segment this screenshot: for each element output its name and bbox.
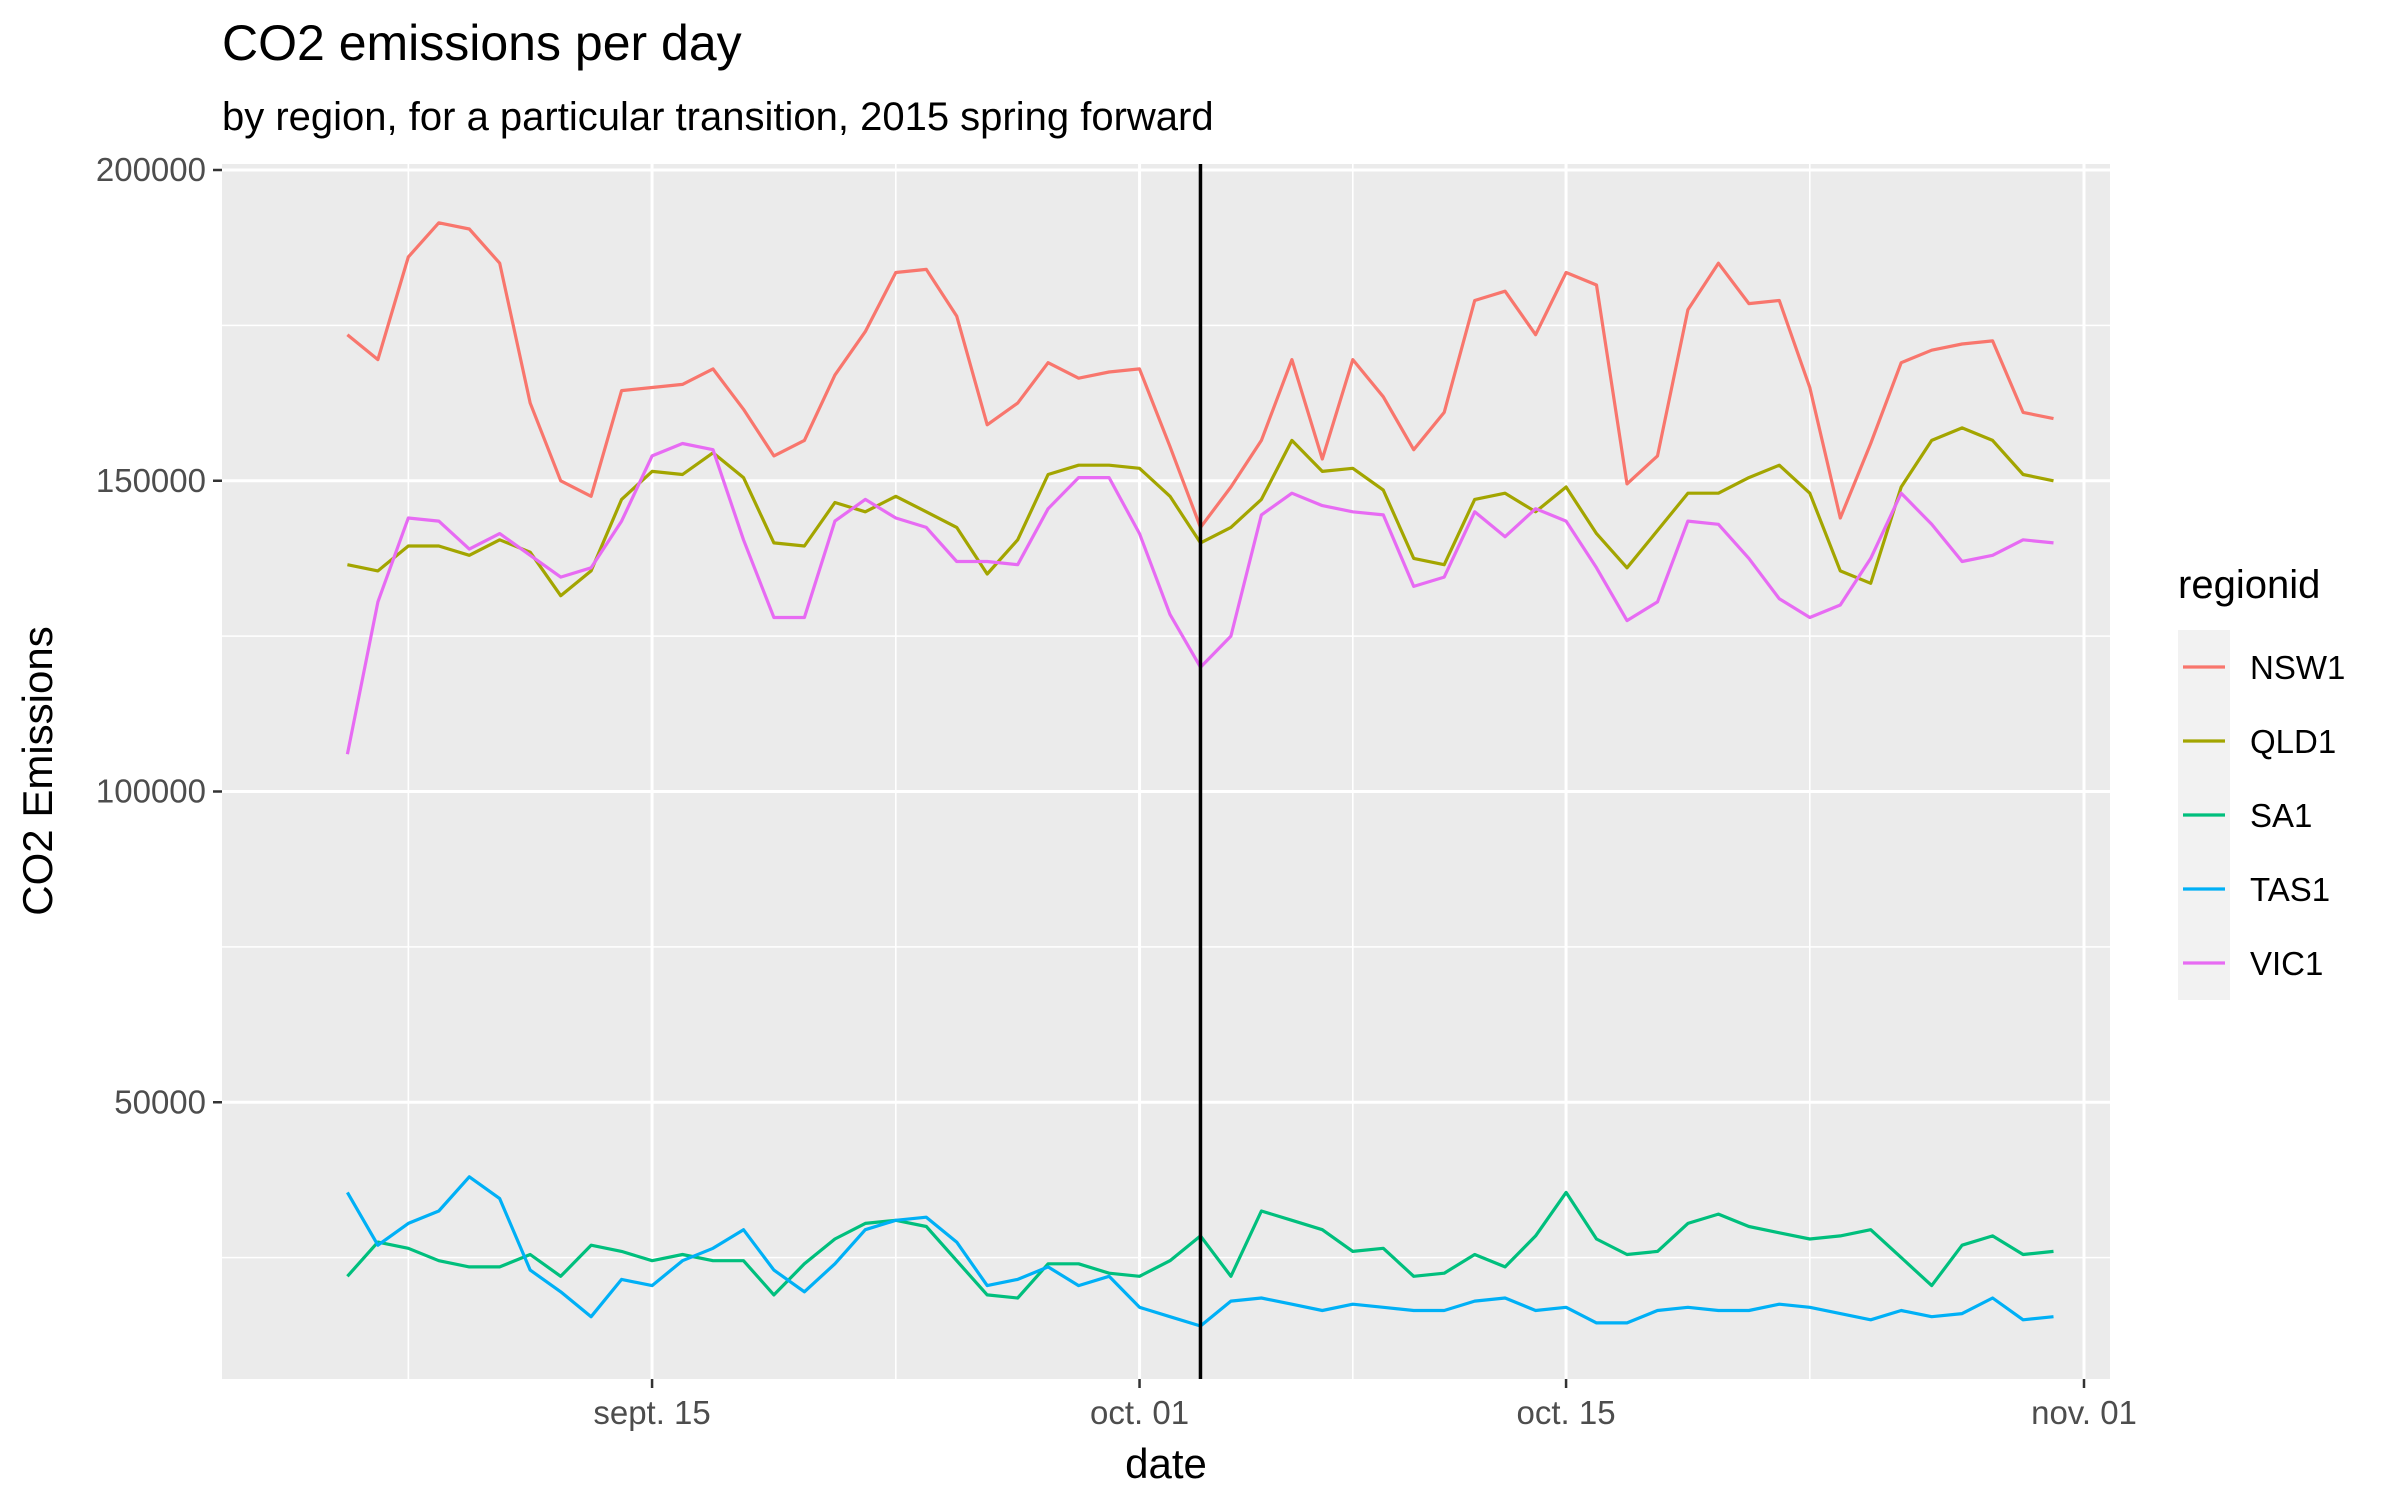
chart-title: CO2 emissions per day [222,15,742,71]
y-tick-label: 50000 [114,1083,206,1120]
y-tick-label: 100000 [96,773,206,810]
y-axis-title: CO2 Emissions [14,626,61,915]
legend-label-nsw1: NSW1 [2250,649,2345,686]
chart-subtitle: by region, for a particular transition, … [222,95,1214,139]
legend-label-tas1: TAS1 [2250,871,2330,908]
x-axis-ticks: sept. 15 oct. 01 oct. 15 nov. 01 [593,1379,2137,1431]
x-tick-label: oct. 15 [1517,1394,1616,1431]
x-tick-label: oct. 01 [1090,1394,1189,1431]
legend-label-qld1: QLD1 [2250,723,2336,760]
plot-panel [222,164,2110,1379]
x-tick-label: nov. 01 [2031,1394,2137,1431]
x-axis-title: date [1125,1440,1207,1487]
y-axis-ticks: 50000 100000 150000 200000 [96,151,222,1120]
major-gridlines [222,164,2110,1379]
legend-label-vic1: VIC1 [2250,945,2323,982]
y-tick-label: 200000 [96,151,206,188]
x-tick-label: sept. 15 [593,1394,710,1431]
y-tick-label: 150000 [96,462,206,499]
legend: NSW1 QLD1 SA1 TAS1 VIC1 [2178,630,2345,1000]
legend-title: regionid [2178,563,2320,607]
legend-label-sa1: SA1 [2250,797,2312,834]
